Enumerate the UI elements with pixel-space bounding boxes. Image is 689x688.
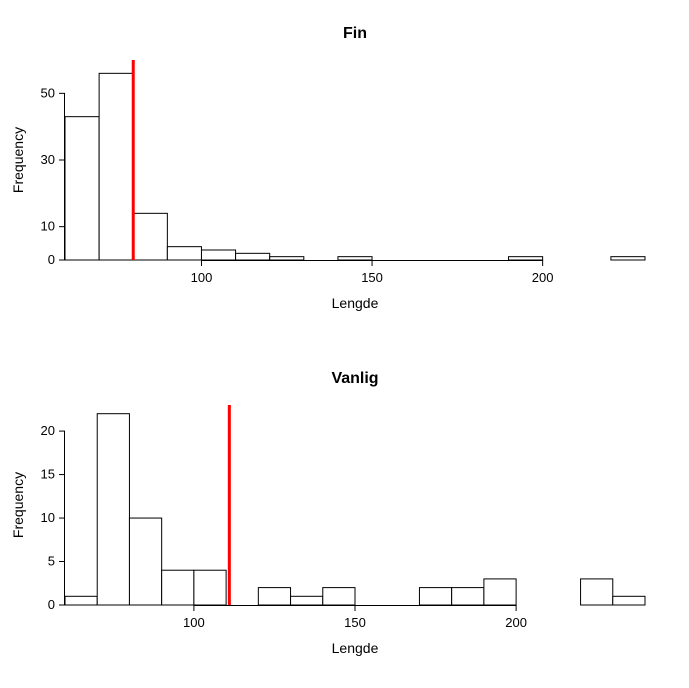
x-tick-label: 100	[183, 615, 205, 630]
panel-0: Fin 100 150 200 Lengde 0 10 30 50 Frequency	[10, 25, 645, 311]
y-tick-label: 20	[41, 423, 55, 438]
x-tick-label: 150	[344, 615, 366, 630]
histogram-bar	[270, 257, 304, 260]
histogram-bar	[611, 257, 645, 260]
x-tick-label: 150	[361, 270, 383, 285]
x-tick-label: 100	[191, 270, 213, 285]
y-axis-label: Frequency	[10, 127, 26, 193]
histogram-bar	[194, 570, 226, 605]
y-tick-label: 0	[48, 597, 55, 612]
histogram-bar	[291, 596, 323, 605]
histogram-bar	[162, 570, 194, 605]
histogram-bar	[65, 117, 99, 260]
histogram-bar	[509, 257, 543, 260]
y-tick-label: 5	[48, 554, 55, 569]
histogram-bar	[133, 213, 167, 260]
histogram-bar	[236, 253, 270, 260]
histogram-bar	[201, 250, 235, 260]
histogram-bar	[419, 588, 451, 605]
x-tick-label: 200	[532, 270, 554, 285]
x-axis-label: Lengde	[332, 640, 379, 656]
y-tick-label: 10	[41, 219, 55, 234]
y-tick-label: 15	[41, 467, 55, 482]
y-tick-label: 50	[41, 85, 55, 100]
y-tick-label: 0	[48, 252, 55, 267]
y-tick-label: 10	[41, 510, 55, 525]
panel-title: Fin	[343, 25, 367, 42]
histogram-bar	[452, 588, 484, 605]
histogram-bar	[323, 588, 355, 605]
histogram-bar	[129, 518, 161, 605]
panel-title: Vanlig	[331, 370, 378, 387]
histogram-bar	[258, 588, 290, 605]
histogram-bar	[99, 73, 133, 260]
histogram-bar	[97, 414, 129, 605]
histogram-bar	[338, 257, 372, 260]
y-tick-label: 30	[41, 152, 55, 167]
histogram-bar	[167, 247, 201, 260]
histogram-bar	[613, 596, 645, 605]
x-tick-label: 200	[505, 615, 527, 630]
panel-1: Vanlig 100 150 200 Lengde 0 5 10 15 20 Frequency	[10, 370, 645, 656]
histogram-bar	[484, 579, 516, 605]
x-axis-label: Lengde	[332, 295, 379, 311]
y-axis-label: Frequency	[10, 472, 26, 538]
charts-svg: Fin100150200Lengde0103050FrequencyVanlig…	[0, 0, 689, 688]
histogram-bar	[581, 579, 613, 605]
histogram-bar	[65, 596, 97, 605]
